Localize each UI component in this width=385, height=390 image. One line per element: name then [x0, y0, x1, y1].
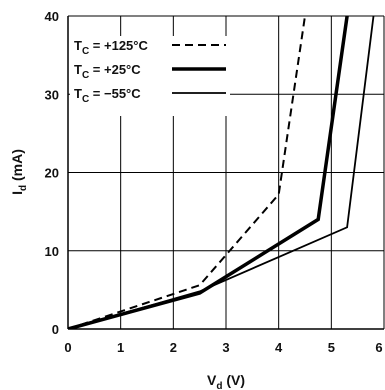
plot-frame — [67, 16, 384, 330]
x-tick-label: 6 — [375, 340, 382, 355]
y-tick-label: 10 — [45, 244, 59, 259]
legend: TC = +125°C TC = +25°C TC = −55°C — [70, 36, 230, 116]
legend-label-1: TC = +125°C — [74, 38, 148, 57]
y-tick-label: 40 — [45, 9, 59, 24]
y-axis-label: Id (mA) — [9, 149, 29, 195]
series-line-3 — [68, 16, 375, 329]
x-axis-label: Vd (V) — [207, 372, 245, 390]
series-layer — [68, 16, 375, 329]
x-tick-label: 4 — [275, 340, 283, 355]
x-tick-label: 1 — [117, 340, 124, 355]
y-tick-label: 20 — [45, 166, 59, 181]
series-line-1 — [68, 16, 306, 329]
legend-background — [70, 36, 230, 116]
y-tick-labels: 0 10 20 30 40 — [45, 9, 59, 337]
x-tick-label: 3 — [222, 340, 229, 355]
y-tick-label: 0 — [52, 322, 59, 337]
x-tick-label: 0 — [64, 340, 71, 355]
legend-label-2: TC = +25°C — [74, 62, 141, 81]
x-tick-label: 2 — [170, 340, 177, 355]
y-tick-label: 30 — [45, 87, 59, 102]
legend-label-3: TC = −55°C — [74, 86, 141, 105]
x-tick-label: 5 — [328, 340, 335, 355]
x-tick-labels: 0 1 2 3 4 5 6 — [64, 340, 382, 355]
